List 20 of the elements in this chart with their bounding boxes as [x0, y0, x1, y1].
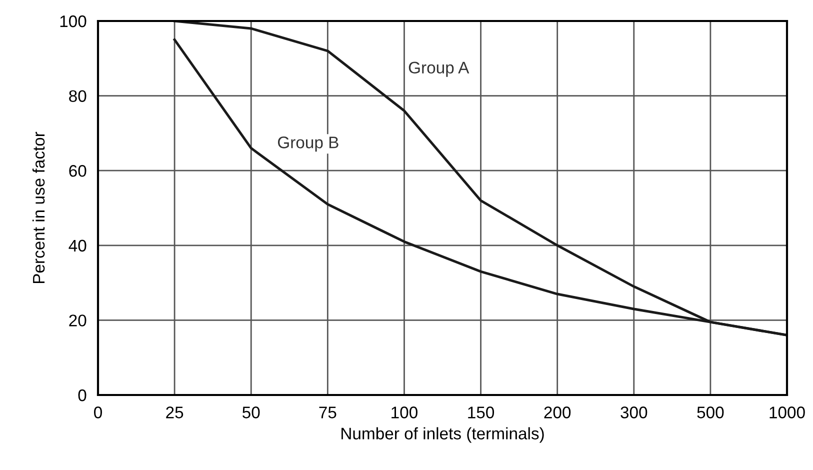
x-tick-label: 75 — [319, 406, 336, 418]
x-axis-title: Number of inlets (terminals) — [342, 427, 544, 443]
y-axis-title: Percent in use factor — [32, 132, 45, 284]
x-tick-label: 300 — [620, 406, 648, 418]
x-tick-label: 25 — [166, 406, 184, 418]
x-tick-label: 100 — [392, 406, 418, 418]
y-tick-label: 80 — [69, 90, 86, 102]
x-tick-label: 500 — [697, 406, 724, 418]
x-tick-label: 1000 — [770, 406, 805, 418]
y-tick-label: 20 — [69, 314, 86, 326]
x-tick-label: 200 — [544, 406, 571, 418]
y-tick-label: 60 — [69, 165, 86, 177]
series-label: Group A — [408, 62, 470, 77]
y-tick-label: 0 — [78, 389, 86, 402]
x-tick-label: 150 — [468, 406, 494, 418]
series-label: Group B — [278, 136, 338, 152]
y-tick-label: 100 — [60, 15, 86, 28]
y-tick-label: 40 — [68, 240, 86, 252]
x-tick-label: 50 — [242, 406, 260, 418]
x-tick-label: 0 — [94, 406, 102, 418]
